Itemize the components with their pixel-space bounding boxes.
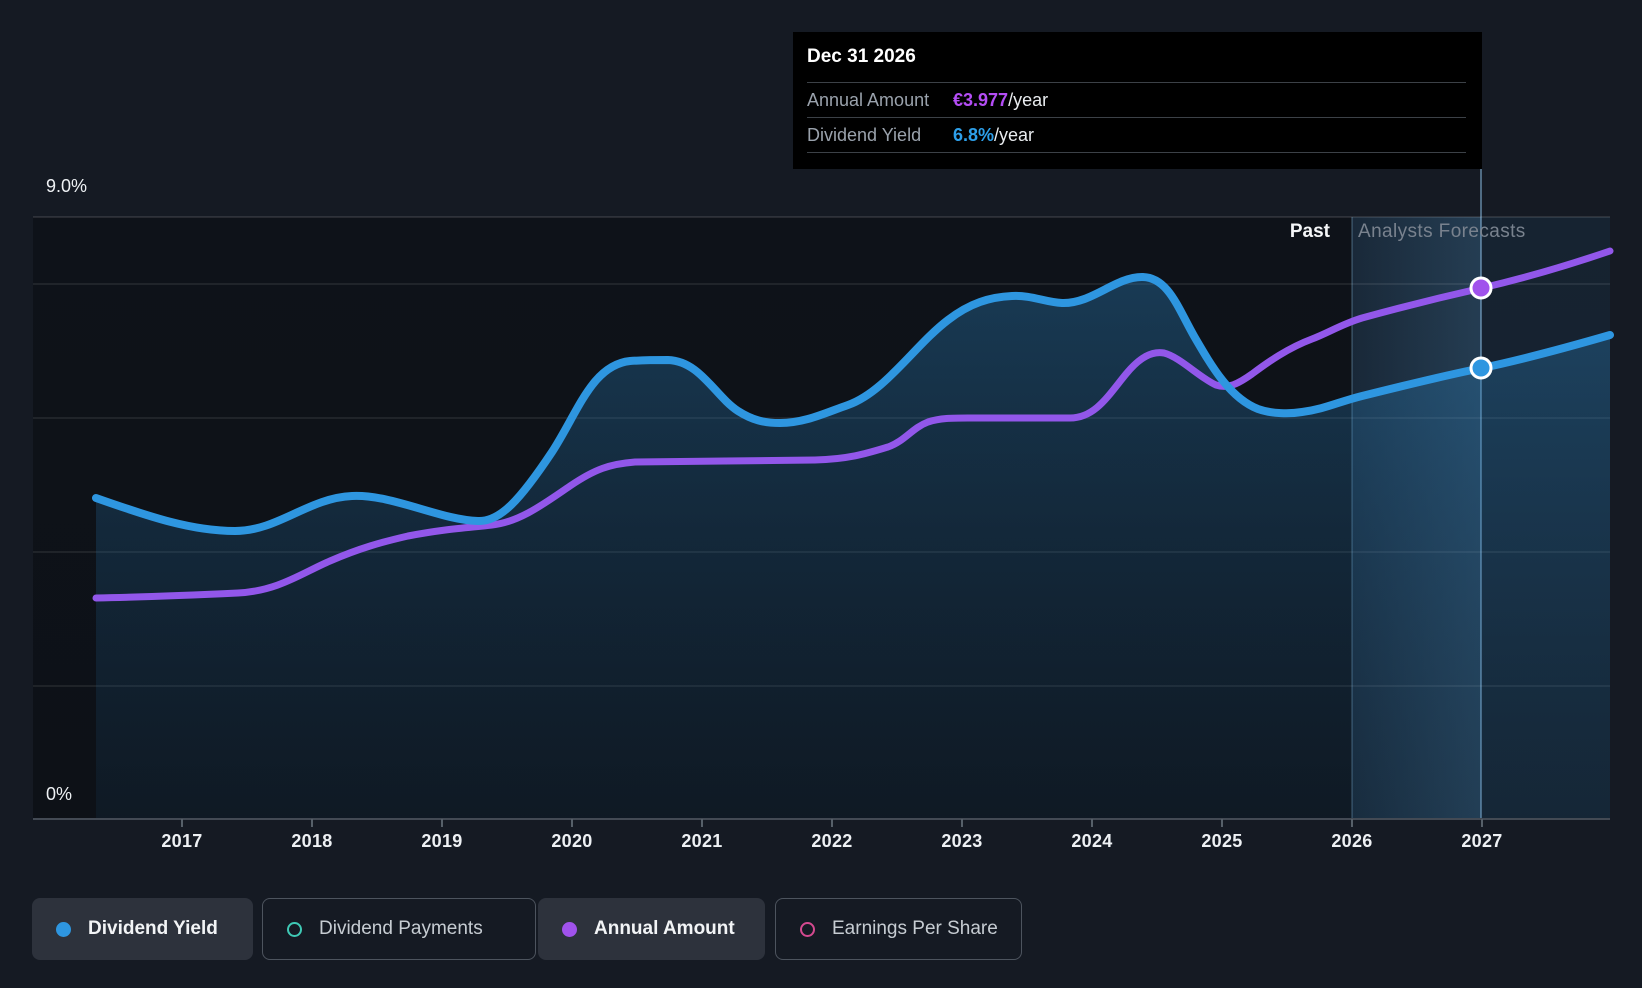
- earnings-per-share-ring-icon: [800, 922, 815, 937]
- legend-toggle-dividend-payments[interactable]: Dividend Payments: [262, 898, 536, 960]
- x-axis-label-2018: 2018: [252, 831, 372, 852]
- x-axis-label-2024: 2024: [1032, 831, 1152, 852]
- x-axis-label-2026: 2026: [1292, 831, 1412, 852]
- dividend-yield-dot-icon: [56, 922, 71, 937]
- annual-amount-marker: [1471, 278, 1491, 298]
- tooltip-annual-amount-label: Annual Amount: [807, 83, 929, 118]
- dividend-payments-ring-icon: [287, 922, 302, 937]
- tooltip-row-dividend-yield: Dividend Yield 6.8%/year: [807, 117, 1466, 153]
- legend-label: Annual Amount: [594, 918, 735, 940]
- tooltip-annual-amount-value: €3.977/year: [953, 83, 1048, 118]
- x-axis-label-2027: 2027: [1422, 831, 1542, 852]
- y-axis-min-label: 0%: [46, 784, 72, 805]
- legend-toggle-earnings-per-share[interactable]: Earnings Per Share: [775, 898, 1022, 960]
- legend-toggle-annual-amount[interactable]: Annual Amount: [538, 898, 765, 960]
- x-axis-label-2020: 2020: [512, 831, 632, 852]
- dividend-yield-marker: [1471, 358, 1491, 378]
- legend-toggle-dividend-yield[interactable]: Dividend Yield: [32, 898, 253, 960]
- x-axis-label-2017: 2017: [122, 831, 242, 852]
- legend-label: Dividend Yield: [88, 918, 218, 940]
- y-axis-max-label: 9.0%: [46, 176, 87, 197]
- x-axis-label-2022: 2022: [772, 831, 892, 852]
- tooltip-dividend-yield-label: Dividend Yield: [807, 118, 921, 153]
- legend-label: Dividend Payments: [319, 918, 483, 940]
- tooltip-row-annual-amount: Annual Amount €3.977/year: [807, 82, 1466, 118]
- dividend-yield-area: [96, 277, 1610, 818]
- legend-label: Earnings Per Share: [832, 918, 998, 940]
- x-axis: [33, 819, 1610, 827]
- analysts-forecasts-label: Analysts Forecasts: [1358, 221, 1526, 243]
- chart-tooltip: Dec 31 2026 Annual Amount €3.977/year Di…: [793, 32, 1482, 169]
- tooltip-dividend-yield-value: 6.8%/year: [953, 118, 1034, 153]
- past-label: Past: [1200, 221, 1330, 243]
- x-axis-label-2021: 2021: [642, 831, 762, 852]
- x-axis-label-2019: 2019: [382, 831, 502, 852]
- tooltip-date: Dec 31 2026: [807, 46, 1466, 82]
- x-axis-label-2023: 2023: [902, 831, 1022, 852]
- annual-amount-dot-icon: [562, 922, 577, 937]
- tooltip-bottom-rule: [807, 152, 1466, 153]
- x-axis-label-2025: 2025: [1162, 831, 1282, 852]
- dividend-history-chart: 9.0% 0% 2017 2018 2019 2020 2021 2022 20…: [0, 0, 1642, 988]
